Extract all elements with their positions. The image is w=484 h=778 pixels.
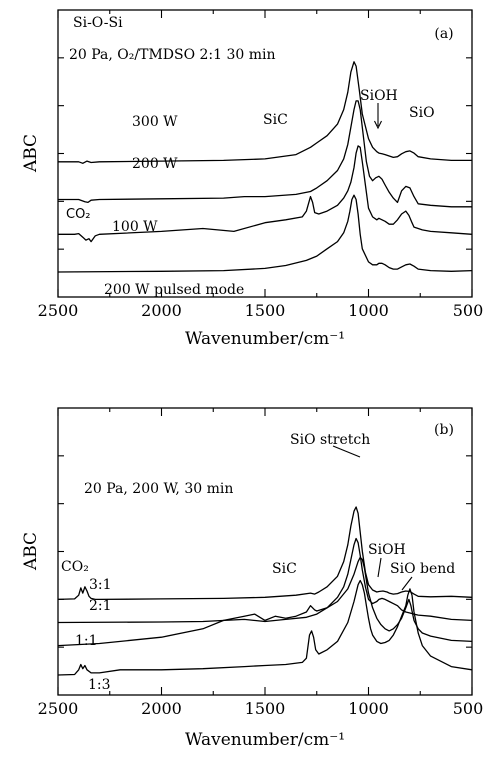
panel-b-ticks (57, 408, 473, 695)
panel-b-xtick-label: 1000 (348, 699, 389, 718)
peak-label-sio: SiO (409, 105, 435, 121)
peak-label-sic: SiC (263, 112, 288, 128)
panel-b-condition: 20 Pa, 200 W, 30 min (84, 481, 233, 497)
peak-label-sio-stretch: SiO stretch (290, 432, 370, 448)
spectrum-line-100-w (58, 145, 473, 243)
panel-a-label: (a) (434, 26, 453, 42)
sioh-arrow-icon (377, 557, 382, 578)
panel-b-y-axis-label: ABC (21, 532, 41, 571)
panel-a-y-axis-label: ABC (21, 134, 41, 173)
panel-b-curves (57, 506, 473, 676)
panel-a-xtick-label: 1500 (245, 301, 286, 320)
peak-label-sioh: SiOH (368, 542, 406, 558)
sio-bend-arrow-icon (401, 576, 413, 591)
panel-a-ticks (57, 10, 473, 297)
spectrum-line-3-1 (57, 506, 473, 601)
spectrum-line-300-w (58, 61, 472, 164)
panel-b-xtick-label: 2000 (141, 699, 182, 718)
peak-label-co2: CO₂ (61, 559, 89, 575)
series-label-300w: 300 W (132, 114, 178, 130)
panel-a: 2500 2000 1500 1000 500 Wavenumber/cm⁻¹ … (21, 9, 484, 349)
panel-b-xtick-label: 1500 (245, 699, 286, 718)
peak-label-co2: CO₂ (66, 207, 91, 222)
series-label-1-1: 1:1 (75, 633, 98, 649)
panel-b-xtick-label: 2500 (38, 699, 79, 718)
series-label-200w: 200 W (132, 156, 178, 172)
panel-a-x-axis-label: Wavenumber/cm⁻¹ (185, 329, 345, 349)
series-label-3-1: 3:1 (89, 577, 112, 593)
panel-a-xtick-label: 2000 (141, 301, 182, 320)
panel-a-xtick-label: 2500 (38, 301, 79, 320)
spectrum-line-200-w-pulsed-mode (57, 194, 473, 273)
peak-label-sioh: SiOH (360, 88, 398, 104)
series-label-100w: 100 W (112, 219, 158, 235)
panel-b-x-axis-label: Wavenumber/cm⁻¹ (185, 730, 345, 750)
panel-a-condition: 20 Pa, O₂/TMDSO 2:1 30 min (69, 47, 276, 63)
panel-a-xtick-label: 1000 (348, 301, 389, 320)
series-label-200w-pulsed: 200 W pulsed mode (104, 282, 244, 298)
spectrum-line-2-1 (57, 537, 473, 624)
panel-a-xtick-label: 500 (453, 301, 484, 320)
peak-label-si-o-si: Si-O-Si (73, 15, 123, 31)
spectrum-line-1-1 (57, 556, 473, 647)
spectrum-line-200-w (58, 100, 472, 208)
panel-a-curves (57, 61, 473, 273)
panel-b-xtick-label: 500 (453, 699, 484, 718)
panel-b-frame (57, 407, 473, 696)
panel-b-label: (b) (434, 422, 454, 438)
peak-label-sio-bend: SiO bend (390, 561, 455, 577)
spectrum-line-1-3 (57, 579, 473, 676)
panel-b: 2500 2000 1500 1000 500 Wavenumber/cm⁻¹ … (21, 407, 484, 750)
sio-stretch-arrow-icon (332, 445, 361, 458)
series-label-2-1: 2:1 (89, 598, 112, 614)
peak-label-sic: SiC (272, 561, 297, 577)
sioh-arrowhead-icon (374, 120, 382, 130)
series-label-1-3: 1:3 (88, 677, 111, 693)
